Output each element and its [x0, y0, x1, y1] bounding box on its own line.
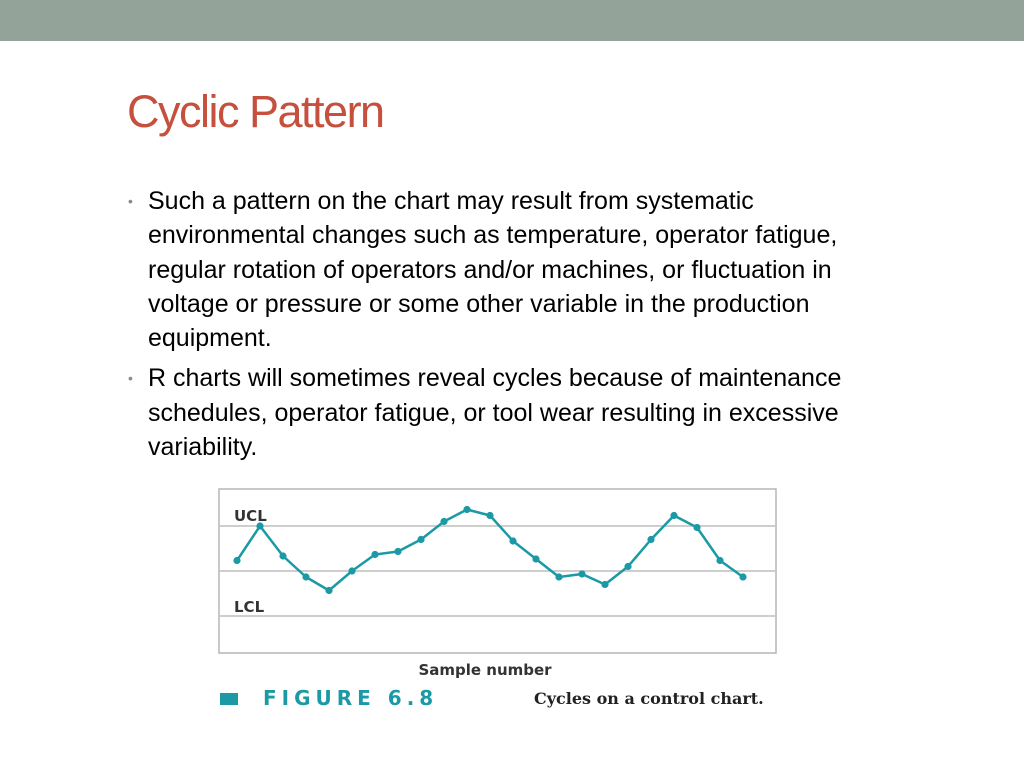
bullet-item: • R charts will sometimes reveal cycles …: [127, 361, 887, 464]
bullet-marker: •: [128, 370, 133, 387]
data-point: [371, 550, 379, 559]
ucl-label: UCL: [234, 507, 267, 525]
x-axis-label: Sample number: [418, 661, 552, 679]
data-point: [578, 570, 586, 578]
figure-number: FIGURE 6.8: [263, 686, 439, 710]
lcl-label: LCL: [234, 598, 265, 616]
bullet-item: • Such a pattern on the chart may result…: [127, 184, 887, 355]
data-point: [233, 556, 241, 565]
top-bar: [0, 0, 1024, 41]
data-point: [693, 523, 701, 532]
data-point: [739, 573, 747, 581]
data-point: [716, 556, 724, 565]
data-point: [532, 555, 540, 563]
data-point: [348, 567, 356, 575]
data-point: [302, 573, 310, 581]
data-point: [670, 511, 678, 520]
data-point: [279, 552, 287, 560]
data-point: [601, 580, 609, 589]
data-point: [394, 547, 402, 556]
bullet-text: R charts will sometimes reveal cycles be…: [148, 364, 842, 462]
data-point: [647, 535, 655, 544]
data-point: [417, 535, 425, 544]
data-point: [509, 537, 517, 545]
figure-caption-text: Cycles on a control chart.: [534, 689, 764, 708]
control-chart-figure: UCL LCL Sample number FIGURE 6.8 Cycles …: [218, 488, 778, 738]
data-point: [325, 586, 333, 595]
data-point: [256, 522, 264, 530]
bullet-marker: •: [128, 193, 133, 209]
data-point: [624, 562, 632, 571]
bullet-list: • Such a pattern on the chart may result…: [127, 184, 887, 470]
data-points: [233, 505, 747, 595]
data-point: [463, 505, 471, 514]
slide-title: Cyclic Pattern: [127, 86, 385, 137]
figure-square-icon: [220, 693, 238, 705]
data-point: [555, 573, 563, 581]
bullet-text: Such a pattern on the chart may result f…: [148, 187, 838, 353]
control-chart: UCL LCL Sample number: [218, 488, 777, 679]
data-point: [440, 517, 448, 526]
data-point: [486, 511, 494, 520]
